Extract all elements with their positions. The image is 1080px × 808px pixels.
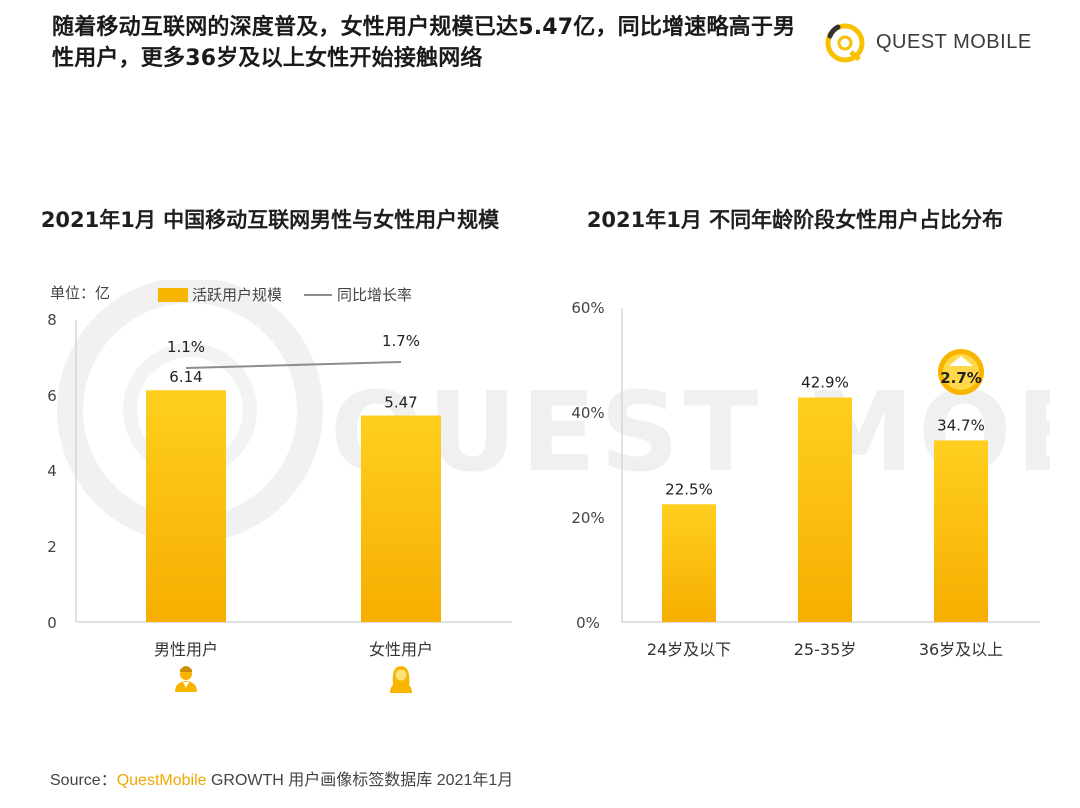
right-y-tick: 20% — [571, 509, 604, 527]
female-user-icon — [390, 666, 412, 693]
bar-female-users — [361, 415, 441, 622]
right-x-tick: 24岁及以下 — [647, 640, 731, 659]
bar-value-label: 42.9% — [801, 373, 849, 391]
legend-line-swatch — [304, 293, 333, 296]
right-chart: 0% 20% 40% 60% 22.5% 42.9% 34.7% 2.7% 24… — [571, 299, 1040, 659]
right-y-tick: 60% — [571, 299, 604, 317]
bar-value-label: 5.47 — [384, 394, 417, 412]
growth-rate-line — [185, 361, 402, 369]
legend-bar-swatch — [158, 287, 188, 302]
source-prefix: Source： — [50, 772, 117, 789]
male-user-icon — [175, 666, 197, 692]
legend-line-label: 同比增长率 — [337, 286, 413, 304]
right-x-tick: 36岁及以上 — [919, 640, 1003, 659]
legend-bar-label: 活跃用户规模 — [192, 286, 283, 304]
bar-age-24-under — [662, 504, 716, 622]
source-brand: QuestMobile — [116, 772, 207, 789]
right-y-tick: 0% — [576, 614, 600, 632]
bar-male-users — [146, 390, 226, 622]
left-x-tick: 女性用户 — [369, 640, 433, 659]
left-x-tick: 男性用户 — [154, 640, 218, 659]
annotation-label: 2.7% — [940, 369, 982, 387]
unit-label: 单位：亿 — [50, 284, 111, 302]
left-y-tick: 2 — [47, 538, 57, 556]
right-y-tick: 40% — [571, 404, 604, 422]
arrow-up-badge-icon — [938, 349, 984, 395]
questmobile-logo-icon — [825, 23, 865, 63]
bar-value-label: 34.7% — [937, 416, 985, 434]
left-y-tick: 4 — [47, 462, 57, 480]
left-y-tick: 8 — [47, 311, 57, 329]
logo-text: QUEST MOBILE — [876, 30, 1032, 53]
growth-rate-label: 1.1% — [167, 338, 205, 356]
headline: 随着移动互联网的深度普及，女性用户规模已达5.47亿，同比增速略高于男性用户，更… — [52, 15, 796, 71]
growth-rate-label: 1.7% — [382, 332, 420, 350]
source-note: Source：QuestMobile GROWTH 用户画像标签数据库 2021… — [50, 766, 513, 790]
right-chart-title: 2021年1月 不同年龄阶段女性用户占比分布 — [586, 208, 1004, 232]
source-rest: GROWTH 用户画像标签数据库 2021年1月 — [206, 772, 514, 789]
legend: 活跃用户规模 同比增长率 — [158, 284, 412, 305]
left-y-tick: 0 — [47, 614, 57, 632]
questmobile-logo: QUEST MOBILE — [818, 12, 1032, 72]
right-x-tick: 25-35岁 — [794, 640, 857, 659]
bar-value-label: 6.14 — [169, 368, 202, 386]
bar-value-label: 22.5% — [665, 480, 713, 498]
left-chart: 0 2 4 6 8 6.14 5.47 1.1% 1.7% 男性用户 女性用户 — [47, 311, 512, 693]
bar-age-25-35 — [798, 397, 852, 622]
left-y-tick: 6 — [47, 387, 57, 405]
bar-age-36-over — [934, 440, 988, 622]
left-chart-title: 2021年1月 中国移动互联网男性与女性用户规模 — [40, 208, 500, 232]
